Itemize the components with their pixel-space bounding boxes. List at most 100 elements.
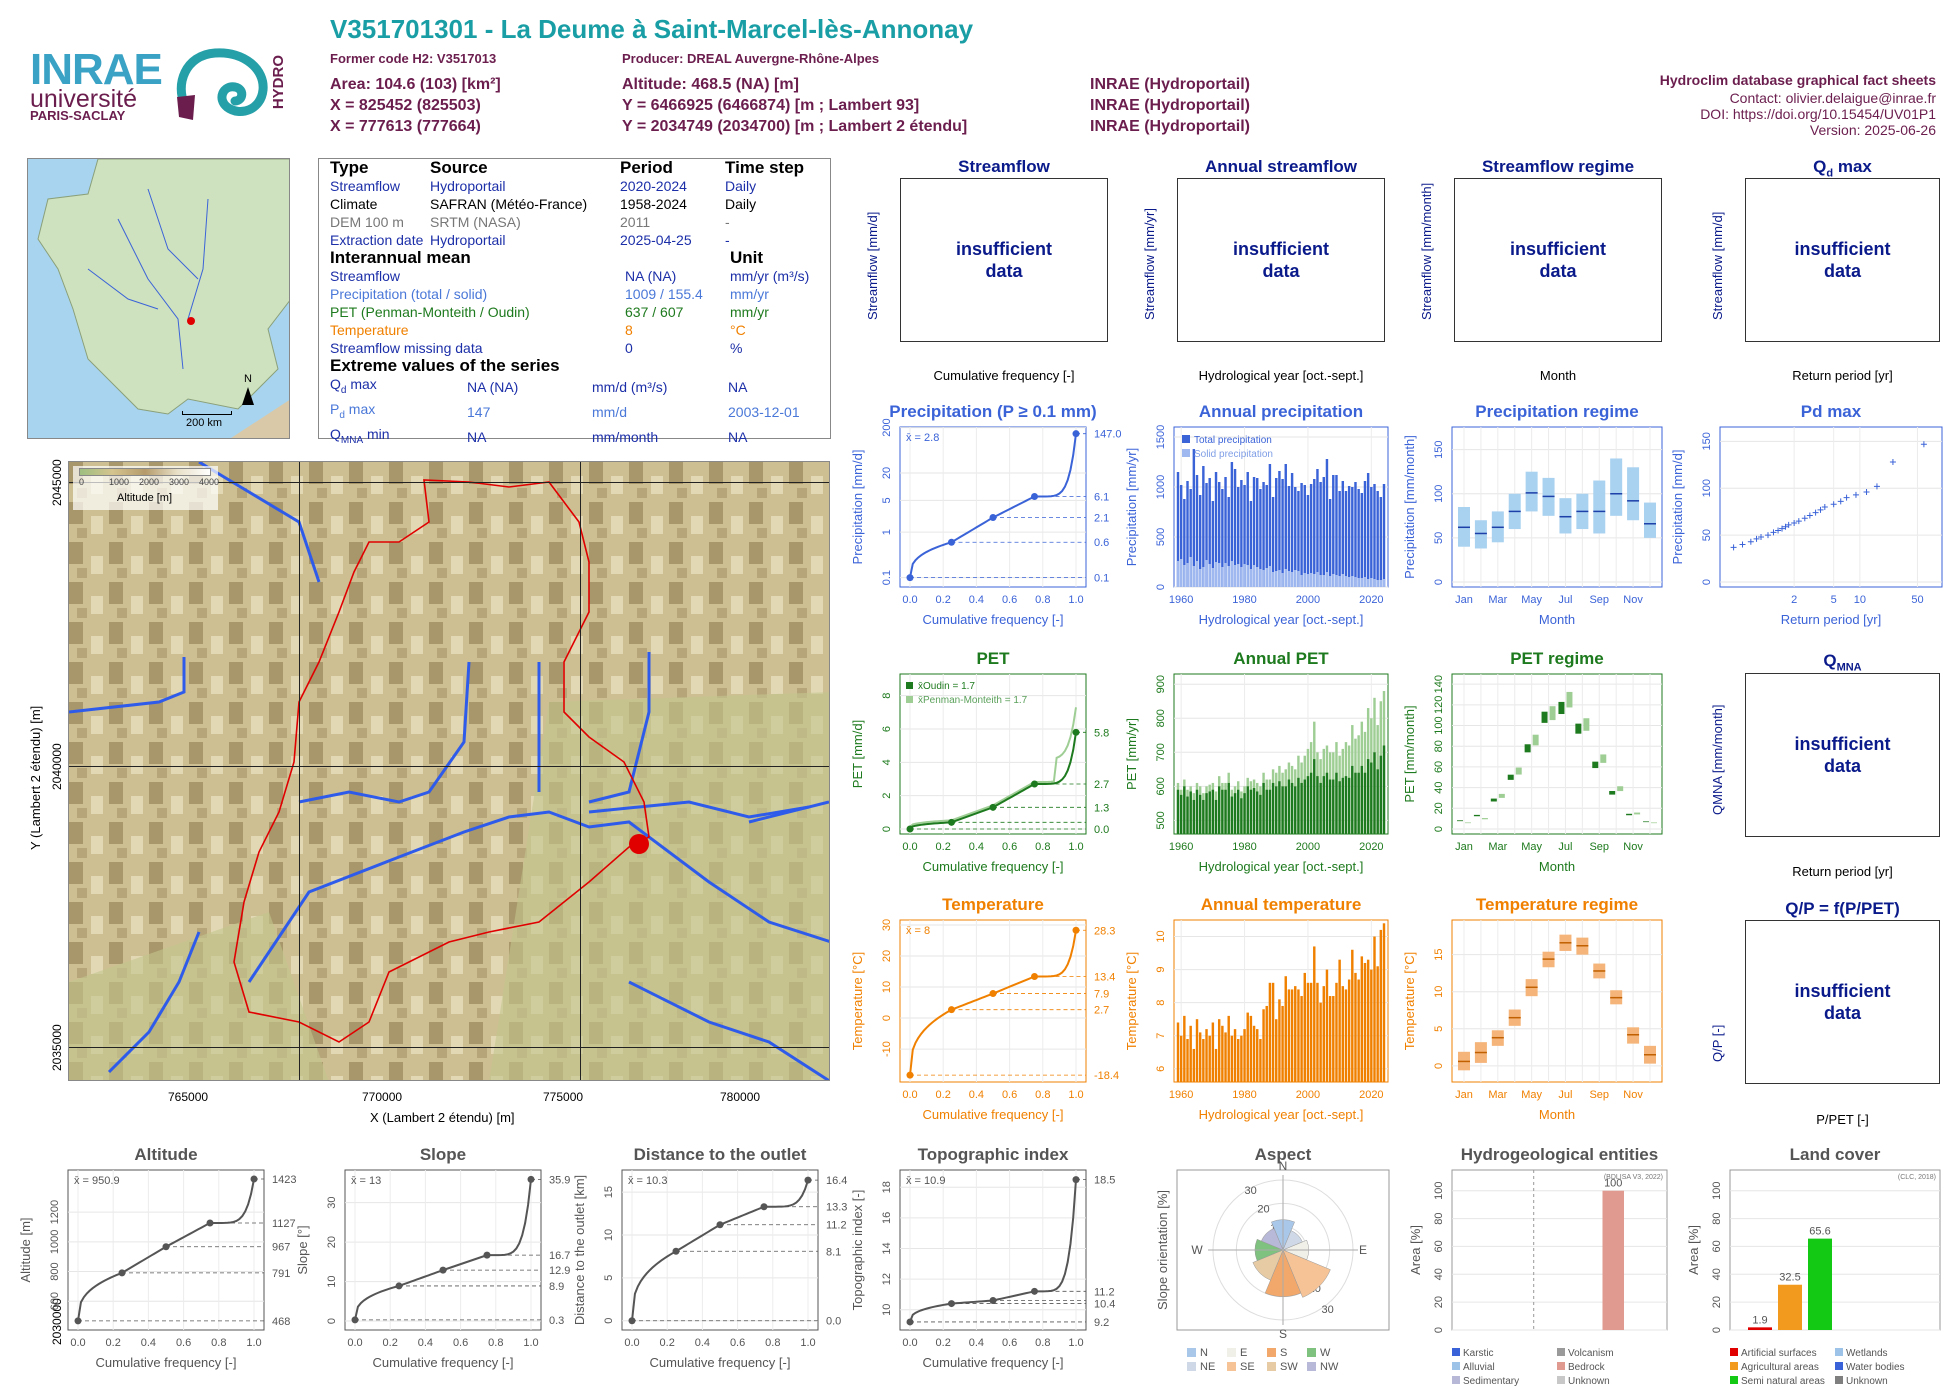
y-tick-label: 0 xyxy=(1155,584,1167,590)
y-tick-label: 800 xyxy=(49,1262,61,1280)
insufficient-data-label: insufficient data xyxy=(1794,239,1891,281)
bar xyxy=(1259,1039,1262,1082)
quantile-point xyxy=(989,514,997,522)
doi[interactable]: DOI: https://doi.org/10.15454/UV01P1 xyxy=(1700,106,1936,122)
y-tick-label: 0 xyxy=(603,1318,615,1324)
data-point xyxy=(1753,535,1760,542)
y-tick-label: 700 xyxy=(1155,743,1167,761)
bar-oudin xyxy=(1328,779,1332,834)
precip_regime-chart: Precipitation regime Month Precipitation [… xyxy=(1402,402,1663,627)
bar-solid xyxy=(1271,572,1275,587)
x-tick-label: 0.8 xyxy=(488,1337,503,1349)
bar-oudin xyxy=(1243,793,1246,834)
quantile-point xyxy=(1072,728,1080,736)
bar xyxy=(1236,1039,1240,1082)
y-tick-label: 10 xyxy=(1155,930,1167,942)
y-l2e: Y = 2034749 (2034700) [m ; Lambert 2 éte… xyxy=(622,118,968,135)
bar xyxy=(1325,459,1329,587)
y-tick-label: 10 xyxy=(603,1229,615,1241)
legend-label: Artificial surfaces xyxy=(1741,1348,1817,1359)
x-tick-label: 0.0 xyxy=(70,1337,85,1349)
step-cell: - xyxy=(725,214,730,230)
compass-label: N xyxy=(1279,1159,1288,1173)
bar-oudin xyxy=(1252,788,1256,834)
quantile-point xyxy=(483,1251,491,1259)
quantile-point xyxy=(948,1006,955,1014)
bar xyxy=(1224,1032,1227,1082)
legend-label: S xyxy=(1280,1347,1287,1359)
bar xyxy=(1205,1029,1208,1082)
map-xtick: 770000 xyxy=(362,1090,403,1104)
table-row: Streamflow missing data 0% xyxy=(328,339,821,357)
bar xyxy=(1233,1029,1237,1082)
mean-annotation: x̄ = 10.9 xyxy=(906,1175,945,1187)
quantile-point xyxy=(948,1300,955,1308)
bar-solid xyxy=(1265,568,1268,587)
bar-oudin xyxy=(1186,796,1189,834)
bar-solid xyxy=(1316,572,1319,587)
bar-solid xyxy=(1335,575,1338,587)
bar xyxy=(1202,466,1205,587)
x-tick-label: 0.8 xyxy=(1035,841,1050,853)
y-tick-label: 20 xyxy=(326,1236,338,1248)
y-tick-label: 5 xyxy=(1433,1026,1445,1032)
ext-date-cell: 2003-12-01 xyxy=(728,404,800,421)
box-pm xyxy=(1498,793,1505,798)
box-pm xyxy=(1566,691,1573,708)
outlet-station[interactable] xyxy=(629,834,649,854)
source-note: (BDLISA V3, 2022) xyxy=(1604,1174,1663,1181)
bar-label: 100 xyxy=(1604,1178,1622,1190)
x-tick-label: 1.0 xyxy=(1068,1337,1083,1349)
data-point xyxy=(1806,512,1813,519)
legend-swatch xyxy=(1557,1348,1565,1356)
chart-title: Precipitation regime xyxy=(1475,402,1638,421)
bar-label: 1.9 xyxy=(1752,1314,1767,1326)
bar-solid xyxy=(1281,573,1284,587)
source-note: (CLC, 2018) xyxy=(1898,1174,1936,1181)
bar-solid xyxy=(1179,559,1183,587)
y-tick-label: 4 xyxy=(881,759,893,765)
map-xtick: 775000 xyxy=(543,1090,584,1104)
ext-date-cell: NA xyxy=(728,428,748,445)
source-cell: SAFRAN (Météo-France) xyxy=(430,196,588,212)
mean-unit-cell: % xyxy=(730,340,743,356)
data-point xyxy=(1920,441,1927,448)
bar-oudin xyxy=(1275,786,1278,834)
temp_regime-chart: Temperature regime Month Temperature [°C] 0… xyxy=(1402,895,1663,1122)
x-tick-label: 1.0 xyxy=(1068,1089,1083,1101)
area: Area: 104.6 (103) [km²] xyxy=(330,76,501,93)
mean-unit-cell: mm/yr (m³/s) xyxy=(730,268,810,284)
bar xyxy=(1748,1327,1772,1330)
x-tick-label: 0.6 xyxy=(453,1337,468,1349)
data-point xyxy=(1782,523,1789,530)
bar xyxy=(1360,493,1364,587)
legend-label: N xyxy=(1200,1347,1208,1359)
table-row: PET (Penman-Monteith / Oudin) 637 / 607 mm… xyxy=(328,303,821,321)
chart-title: Precipitation (P ≥ 0.1 mm) xyxy=(889,402,1096,421)
bar xyxy=(1808,1238,1832,1330)
bar xyxy=(1313,479,1316,587)
quantile-label: 0.6 xyxy=(1094,537,1109,549)
contact[interactable]: Contact: olivier.delaigue@inrae.fr xyxy=(1729,90,1936,106)
x-tick-label: 0.4 xyxy=(969,1089,984,1101)
legend-label: W xyxy=(1320,1347,1331,1359)
bar xyxy=(1344,989,1348,1082)
bar-oudin xyxy=(1176,789,1180,834)
bar-oudin xyxy=(1319,782,1322,834)
y-tick-label: 15 xyxy=(603,1186,615,1198)
x-tick-label: Jul xyxy=(1558,841,1572,853)
bar xyxy=(1335,982,1338,1082)
catchment-boundary xyxy=(233,479,650,1043)
scale-bar xyxy=(182,411,232,415)
y-tick-label: 0 xyxy=(1711,1327,1723,1333)
bar-oudin xyxy=(1354,772,1357,834)
quantile-label: 2.7 xyxy=(1094,1005,1109,1017)
quantile-point xyxy=(250,1175,258,1183)
bar xyxy=(1198,1032,1202,1082)
bar xyxy=(1332,996,1335,1082)
legend-label: Total precipitation xyxy=(1194,435,1272,446)
bar-oudin xyxy=(1287,779,1291,834)
x-tick-label: 2 xyxy=(1791,594,1797,606)
quantile-label: 1423 xyxy=(272,1174,296,1186)
bar xyxy=(1217,482,1221,587)
